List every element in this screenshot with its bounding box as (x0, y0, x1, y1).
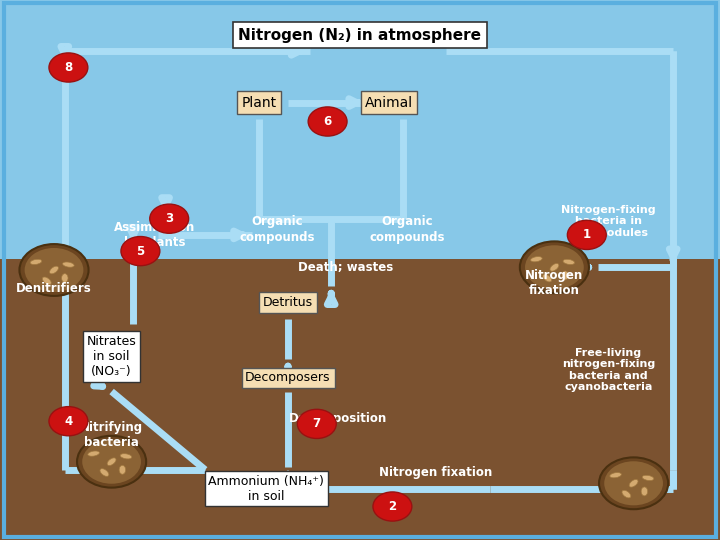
Ellipse shape (30, 259, 42, 265)
Ellipse shape (50, 266, 58, 274)
Ellipse shape (120, 465, 125, 474)
Text: 5: 5 (136, 245, 145, 258)
Circle shape (567, 220, 606, 249)
Text: Denitrifiers: Denitrifiers (16, 282, 92, 295)
Ellipse shape (641, 487, 648, 496)
Text: Organic
compounds: Organic compounds (369, 215, 444, 244)
Text: 7: 7 (312, 417, 321, 430)
Text: Detritus: Detritus (263, 296, 313, 309)
Text: 3: 3 (165, 212, 174, 225)
Ellipse shape (107, 458, 116, 465)
Ellipse shape (563, 259, 575, 265)
Ellipse shape (550, 264, 559, 271)
Text: 1: 1 (582, 228, 591, 241)
Text: Free-living
nitrogen-fixing
bacteria and
cyanobacteria: Free-living nitrogen-fixing bacteria and… (562, 348, 655, 392)
Circle shape (604, 461, 663, 505)
Ellipse shape (629, 480, 638, 487)
Circle shape (150, 204, 189, 233)
Text: Nitrogen (N₂) in atmosphere: Nitrogen (N₂) in atmosphere (238, 28, 482, 43)
Text: Ammonium (NH₄⁺)
in soil: Ammonium (NH₄⁺) in soil (209, 475, 324, 503)
Text: Decomposers: Decomposers (246, 372, 330, 384)
Ellipse shape (610, 472, 621, 478)
Ellipse shape (531, 256, 542, 262)
Ellipse shape (562, 271, 569, 280)
Circle shape (297, 409, 336, 438)
Text: 2: 2 (388, 500, 397, 513)
Text: Decomposition: Decomposition (289, 412, 387, 425)
Text: Nitrates
in soil
(NO₃⁻): Nitrates in soil (NO₃⁻) (86, 335, 137, 378)
Text: Nitrogen-fixing
bacteria in
root nodules: Nitrogen-fixing bacteria in root nodules (561, 205, 656, 238)
Circle shape (77, 436, 146, 488)
Ellipse shape (63, 262, 74, 267)
Ellipse shape (622, 490, 631, 498)
Text: 8: 8 (64, 61, 73, 74)
Circle shape (49, 53, 88, 82)
Circle shape (308, 107, 347, 136)
Circle shape (24, 248, 84, 292)
Text: Nitrogen
fixation: Nitrogen fixation (526, 269, 583, 298)
Ellipse shape (100, 469, 109, 476)
Ellipse shape (120, 454, 132, 459)
Circle shape (49, 407, 88, 436)
Text: Plant: Plant (242, 96, 276, 110)
Bar (0, 259, 720, 540)
Ellipse shape (88, 451, 99, 456)
Text: Organic
compounds: Organic compounds (240, 215, 315, 244)
Ellipse shape (61, 274, 68, 282)
Circle shape (121, 237, 160, 266)
Text: Animal: Animal (365, 96, 413, 110)
Circle shape (82, 440, 141, 484)
Circle shape (599, 457, 668, 509)
Text: Nitrogen fixation: Nitrogen fixation (379, 466, 492, 479)
Bar (0, 0, 720, 259)
Ellipse shape (543, 274, 552, 282)
Circle shape (373, 492, 412, 521)
Ellipse shape (42, 277, 51, 285)
Text: 4: 4 (64, 415, 73, 428)
Circle shape (520, 241, 589, 293)
Text: Assimilation
by plants: Assimilation by plants (114, 221, 195, 249)
Text: Death; wastes: Death; wastes (298, 261, 393, 274)
Text: Nitrifying
bacteria: Nitrifying bacteria (80, 421, 143, 449)
Circle shape (525, 245, 584, 289)
Circle shape (19, 244, 89, 296)
Ellipse shape (642, 475, 654, 481)
Text: 6: 6 (323, 115, 332, 128)
